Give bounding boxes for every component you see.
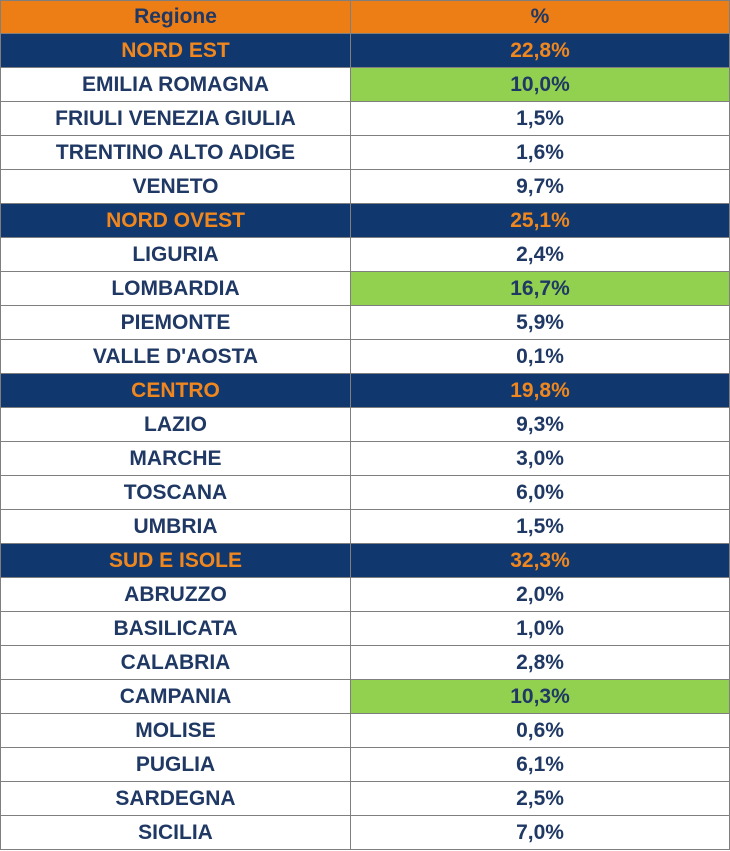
region-percent-cell: 2,5% (350, 781, 730, 816)
table-row: SARDEGNA 2,5% (0, 781, 730, 816)
region-name-cell: LIGURIA (0, 237, 351, 272)
region-name-cell: PUGLIA (0, 747, 351, 782)
group-percent-cell: 22,8% (350, 33, 730, 68)
table-row: LOMBARDIA 16,7% (0, 271, 730, 306)
region-percent-cell: 10,0% (350, 67, 730, 102)
region-percent-cell: 10,3% (350, 679, 730, 714)
group-name-cell: NORD OVEST (0, 203, 351, 238)
group-row: CENTRO 19,8% (0, 373, 730, 408)
region-percent-cell: 9,7% (350, 169, 730, 204)
table-row: MARCHE 3,0% (0, 441, 730, 476)
region-name-cell: FRIULI VENEZIA GIULIA (0, 101, 351, 136)
region-percent-cell: 3,0% (350, 441, 730, 476)
region-name-cell: ABRUZZO (0, 577, 351, 612)
region-percent-cell: 6,0% (350, 475, 730, 510)
region-percent-cell: 2,0% (350, 577, 730, 612)
table-row: PIEMONTE 5,9% (0, 305, 730, 340)
group-name-cell: SUD E ISOLE (0, 543, 351, 578)
header-row: Regione % (0, 0, 730, 34)
group-row: NORD OVEST 25,1% (0, 203, 730, 238)
region-percent-cell: 16,7% (350, 271, 730, 306)
region-percent-cell: 9,3% (350, 407, 730, 442)
table-row: TOSCANA 6,0% (0, 475, 730, 510)
table-row: CALABRIA 2,8% (0, 645, 730, 680)
region-name-cell: PIEMONTE (0, 305, 351, 340)
table-row: CAMPANIA 10,3% (0, 679, 730, 714)
region-name-cell: EMILIA ROMAGNA (0, 67, 351, 102)
group-name-cell: NORD EST (0, 33, 351, 68)
region-percent-cell: 0,6% (350, 713, 730, 748)
group-name-cell: CENTRO (0, 373, 351, 408)
region-percent-cell: 2,8% (350, 645, 730, 680)
region-percent-cell: 6,1% (350, 747, 730, 782)
region-name-cell: BASILICATA (0, 611, 351, 646)
table-row: TRENTINO ALTO ADIGE 1,6% (0, 135, 730, 170)
region-name-cell: LAZIO (0, 407, 351, 442)
region-name-cell: UMBRIA (0, 509, 351, 544)
region-name-cell: LOMBARDIA (0, 271, 351, 306)
group-percent-cell: 19,8% (350, 373, 730, 408)
table-row: VENETO 9,7% (0, 169, 730, 204)
table-row: BASILICATA 1,0% (0, 611, 730, 646)
region-percent-cell: 1,5% (350, 101, 730, 136)
region-name-cell: MOLISE (0, 713, 351, 748)
region-percent-cell: 0,1% (350, 339, 730, 374)
table-row: LIGURIA 2,4% (0, 237, 730, 272)
group-percent-cell: 25,1% (350, 203, 730, 238)
region-name-cell: TOSCANA (0, 475, 351, 510)
region-name-cell: VENETO (0, 169, 351, 204)
header-percent: % (350, 0, 730, 34)
region-name-cell: MARCHE (0, 441, 351, 476)
header-region: Regione (0, 0, 351, 34)
group-row: SUD E ISOLE 32,3% (0, 543, 730, 578)
group-row: NORD EST 22,8% (0, 33, 730, 68)
table-row: PUGLIA 6,1% (0, 747, 730, 782)
table-row: SICILIA 7,0% (0, 815, 730, 850)
table-row: LAZIO 9,3% (0, 407, 730, 442)
region-name-cell: TRENTINO ALTO ADIGE (0, 135, 351, 170)
table-row: FRIULI VENEZIA GIULIA 1,5% (0, 101, 730, 136)
region-name-cell: CALABRIA (0, 645, 351, 680)
table-row: EMILIA ROMAGNA 10,0% (0, 67, 730, 102)
region-name-cell: CAMPANIA (0, 679, 351, 714)
region-percent-cell: 1,5% (350, 509, 730, 544)
region-name-cell: SICILIA (0, 815, 351, 850)
region-percent-cell: 1,6% (350, 135, 730, 170)
region-percent-cell: 5,9% (350, 305, 730, 340)
region-percent-cell: 1,0% (350, 611, 730, 646)
table-row: ABRUZZO 2,0% (0, 577, 730, 612)
region-name-cell: VALLE D'AOSTA (0, 339, 351, 374)
table-row: UMBRIA 1,5% (0, 509, 730, 544)
table-row: VALLE D'AOSTA 0,1% (0, 339, 730, 374)
region-name-cell: SARDEGNA (0, 781, 351, 816)
region-percent-cell: 2,4% (350, 237, 730, 272)
table-row: MOLISE 0,6% (0, 713, 730, 748)
group-percent-cell: 32,3% (350, 543, 730, 578)
region-percent-cell: 7,0% (350, 815, 730, 850)
